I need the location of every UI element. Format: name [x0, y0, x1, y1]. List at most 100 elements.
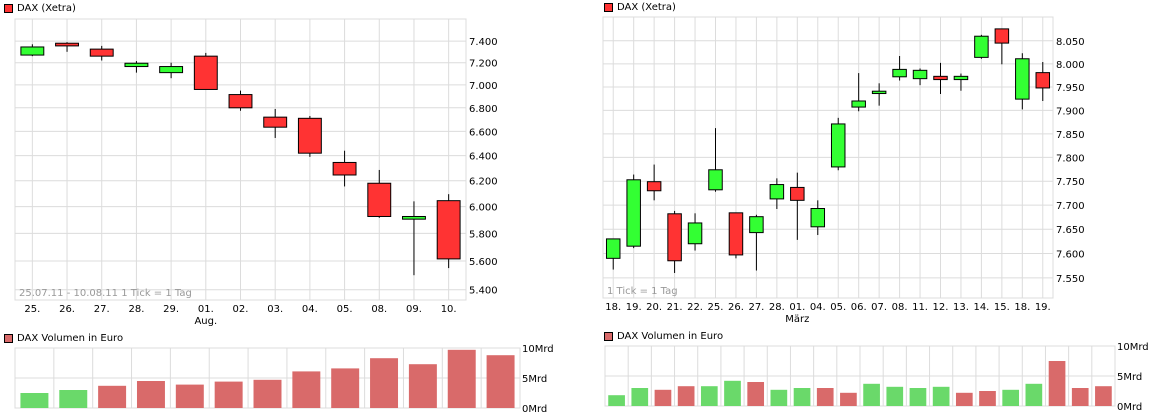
y-tick-label: 7.900 [1056, 106, 1085, 117]
candle-body [892, 68, 907, 78]
volume-bar [1095, 386, 1112, 406]
price-legend-right: DAX (Xetra) [604, 2, 676, 13]
x-tick-label: 09. [406, 304, 422, 315]
x-tick-label: 19. [626, 302, 642, 313]
x-tick-label: 19. [1035, 302, 1051, 313]
x-tick-label: 04. [810, 302, 826, 313]
legend-swatch [604, 3, 613, 12]
candle-body [749, 216, 764, 234]
chart-title: DAX (Xetra) [617, 2, 676, 13]
price-legend-left: DAX (Xetra) [4, 3, 76, 14]
legend-swatch [604, 332, 613, 341]
chart-title: DAX (Xetra) [17, 3, 76, 14]
candle-body [297, 117, 322, 154]
y-tick-label: 7.650 [1056, 225, 1085, 236]
volume-bar [840, 392, 857, 406]
volume-bar [408, 364, 437, 408]
volume-bar [700, 386, 718, 406]
candle-body [728, 212, 744, 256]
candle-body [646, 181, 662, 192]
candle-body [953, 75, 969, 81]
candle-body [790, 186, 805, 201]
volume-bar [863, 383, 880, 406]
x-tick-label: 14. [973, 302, 989, 313]
y-tick-label: 6.200 [469, 177, 498, 188]
candle-body [605, 238, 621, 259]
x-tick-label: 28. [128, 304, 144, 315]
volume-tick-label: 10Mrd [1117, 342, 1149, 353]
candle-body [228, 94, 253, 109]
x-tick-label: 04. [302, 304, 318, 315]
volume-bar [59, 390, 88, 408]
volume-tick-label: 5Mrd [1117, 372, 1142, 383]
x-tick-label: 27. [748, 302, 764, 313]
volume-bar [447, 349, 476, 408]
x-tick-label: 25. [708, 302, 724, 313]
month-label: Aug. [194, 316, 217, 327]
volume-title: DAX Volumen in Euro [617, 331, 724, 342]
x-tick-label: 28. [769, 302, 785, 313]
volume-legend-left: DAX Volumen in Euro [4, 333, 123, 344]
volume-bar [979, 391, 996, 406]
y-tick-label: 7.000 [469, 81, 498, 92]
x-tick-label: 10. [441, 304, 457, 315]
y-tick-label: 6.000 [469, 203, 498, 214]
y-tick-label: 7.600 [1056, 249, 1085, 260]
candle-body [810, 208, 826, 228]
legend-swatch [4, 4, 13, 13]
volume-bar [932, 386, 950, 406]
candle-body [367, 182, 392, 217]
x-tick-label: 08. [892, 302, 908, 313]
candle-body [769, 184, 785, 200]
x-tick-label: 01. [198, 304, 214, 315]
x-tick-label: 05. [337, 304, 353, 315]
candle-body [830, 123, 846, 168]
volume-tick-label: 0Mrd [522, 404, 547, 413]
range-note: 1 Tick = 1 Tag [607, 286, 678, 297]
y-tick-label: 7.700 [1056, 201, 1085, 212]
x-tick-label: 07. [871, 302, 887, 313]
x-tick-label: 21. [667, 302, 683, 313]
x-tick-label: 15. [994, 302, 1010, 313]
volume-bar [793, 388, 811, 406]
candle-body [687, 222, 703, 245]
y-tick-label: 7.550 [1056, 274, 1085, 285]
x-tick-label: 20. [646, 302, 662, 313]
x-tick-label: 18. [605, 302, 621, 313]
y-tick-label: 5.400 [469, 286, 498, 297]
y-tick-label: 8.050 [1056, 37, 1085, 48]
volume-bar [724, 380, 741, 406]
candle-body [89, 48, 114, 57]
y-tick-label: 7.850 [1056, 130, 1085, 141]
volume-bar [253, 379, 282, 408]
legend-swatch [4, 334, 13, 343]
x-tick-label: 27. [94, 304, 110, 315]
x-tick-label: 26. [728, 302, 744, 313]
volume-bar [1002, 389, 1020, 406]
candle-body [851, 100, 866, 108]
volume-bar [370, 358, 399, 408]
volume-bar [747, 382, 765, 406]
volume-bar [98, 385, 127, 408]
x-tick-label: 06. [851, 302, 867, 313]
volume-bar [1025, 383, 1043, 406]
x-tick-label: 18. [1014, 302, 1030, 313]
x-tick-label: 08. [371, 304, 387, 315]
volume-bar [816, 388, 834, 406]
candle-body [626, 179, 641, 247]
volume-tick-label: 10Mrd [522, 344, 554, 355]
volume-legend-right: DAX Volumen in Euro [604, 331, 723, 342]
y-tick-label: 5.800 [469, 229, 498, 240]
candle-body [20, 46, 45, 56]
volume-bar [486, 355, 515, 408]
y-tick-label: 8.000 [1056, 60, 1085, 71]
volume-bar [654, 389, 672, 406]
candle-body [994, 28, 1010, 44]
volume-bar [1071, 388, 1089, 406]
volume-bar [1048, 361, 1066, 406]
x-tick-label: 25. [24, 304, 40, 315]
volume-tick-label: 5Mrd [522, 374, 547, 385]
candle-body [974, 35, 989, 58]
y-tick-label: 5.600 [469, 257, 498, 268]
